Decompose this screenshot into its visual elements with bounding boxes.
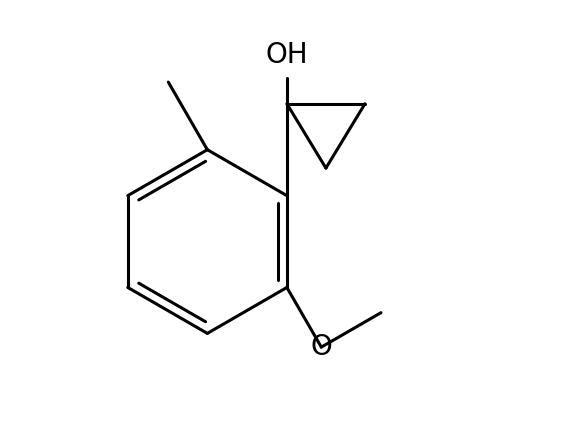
Text: OH: OH [266,41,308,69]
Text: O: O [310,333,332,361]
